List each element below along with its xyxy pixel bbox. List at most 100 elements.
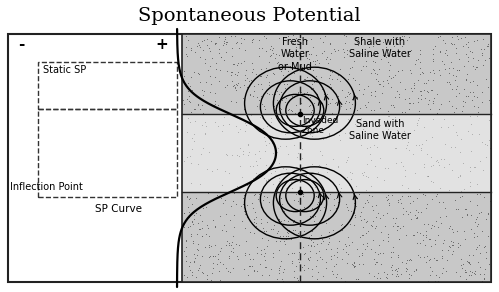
Point: [312, 65, 320, 69]
Point: [263, 123, 271, 128]
Point: [431, 238, 439, 242]
Point: [199, 110, 207, 115]
Point: [186, 260, 194, 265]
Point: [252, 103, 260, 108]
Point: [465, 261, 473, 265]
Point: [311, 264, 319, 268]
Point: [249, 36, 256, 41]
Point: [415, 187, 423, 192]
Point: [361, 201, 369, 206]
Point: [209, 261, 217, 266]
Point: [311, 62, 319, 67]
Point: [367, 107, 375, 112]
Point: [479, 167, 487, 172]
Point: [476, 251, 484, 255]
Point: [331, 101, 339, 105]
Point: [399, 206, 407, 211]
Point: [351, 78, 359, 83]
Point: [393, 89, 401, 93]
Point: [416, 72, 424, 76]
Point: [234, 70, 242, 74]
Point: [374, 51, 382, 55]
Point: [442, 40, 450, 45]
Point: [484, 211, 492, 216]
Point: [288, 108, 296, 113]
Point: [362, 105, 370, 109]
Point: [351, 213, 359, 218]
Point: [460, 262, 468, 267]
Point: [429, 52, 437, 57]
Point: [436, 34, 444, 39]
Point: [453, 34, 461, 39]
Point: [242, 78, 250, 82]
Point: [302, 130, 310, 135]
Point: [434, 279, 442, 283]
Point: [323, 84, 331, 88]
Point: [456, 173, 464, 178]
Point: [344, 154, 352, 159]
Point: [449, 243, 457, 247]
Point: [393, 228, 401, 233]
Point: [376, 82, 384, 87]
Point: [226, 241, 234, 245]
Point: [203, 222, 211, 227]
Point: [348, 262, 356, 267]
Point: [462, 270, 470, 274]
Point: [213, 262, 221, 266]
Point: [249, 164, 256, 169]
Point: [303, 56, 311, 60]
Point: [276, 144, 284, 148]
Point: [190, 69, 198, 74]
Point: [355, 262, 363, 266]
Point: [222, 39, 230, 44]
Point: [230, 83, 238, 88]
Point: [261, 251, 269, 255]
Point: [376, 105, 384, 110]
Point: [308, 229, 316, 233]
Point: [441, 141, 449, 146]
Point: [379, 251, 387, 255]
Point: [466, 184, 474, 189]
Point: [236, 85, 244, 90]
Point: [269, 71, 277, 75]
Point: [189, 222, 197, 227]
Point: [376, 216, 384, 220]
Point: [367, 158, 375, 163]
Point: [203, 37, 211, 42]
Point: [207, 244, 215, 248]
Point: [379, 238, 387, 242]
Point: [358, 232, 366, 237]
Point: [218, 129, 226, 133]
Point: [308, 82, 316, 87]
Point: [474, 38, 482, 42]
Point: [255, 192, 263, 197]
Point: [429, 197, 437, 201]
Point: [306, 131, 314, 136]
Point: [336, 127, 344, 132]
Point: [354, 37, 362, 41]
Point: [198, 270, 206, 274]
Point: [292, 264, 300, 268]
Point: [262, 49, 270, 53]
Point: [183, 130, 191, 134]
Point: [463, 51, 471, 56]
Point: [460, 87, 468, 91]
Point: [436, 274, 444, 279]
Point: [226, 254, 234, 258]
Point: [478, 50, 486, 55]
Point: [412, 266, 420, 271]
Point: [427, 244, 435, 249]
Point: [183, 53, 191, 58]
Point: [278, 202, 286, 206]
Point: [245, 264, 252, 268]
Point: [232, 87, 240, 92]
Point: [188, 219, 196, 224]
Point: [193, 232, 201, 237]
Point: [234, 257, 242, 261]
Point: [322, 220, 330, 225]
Point: [334, 165, 342, 169]
Point: [423, 254, 431, 259]
Point: [248, 70, 256, 75]
Point: [467, 114, 475, 119]
Point: [383, 118, 391, 122]
